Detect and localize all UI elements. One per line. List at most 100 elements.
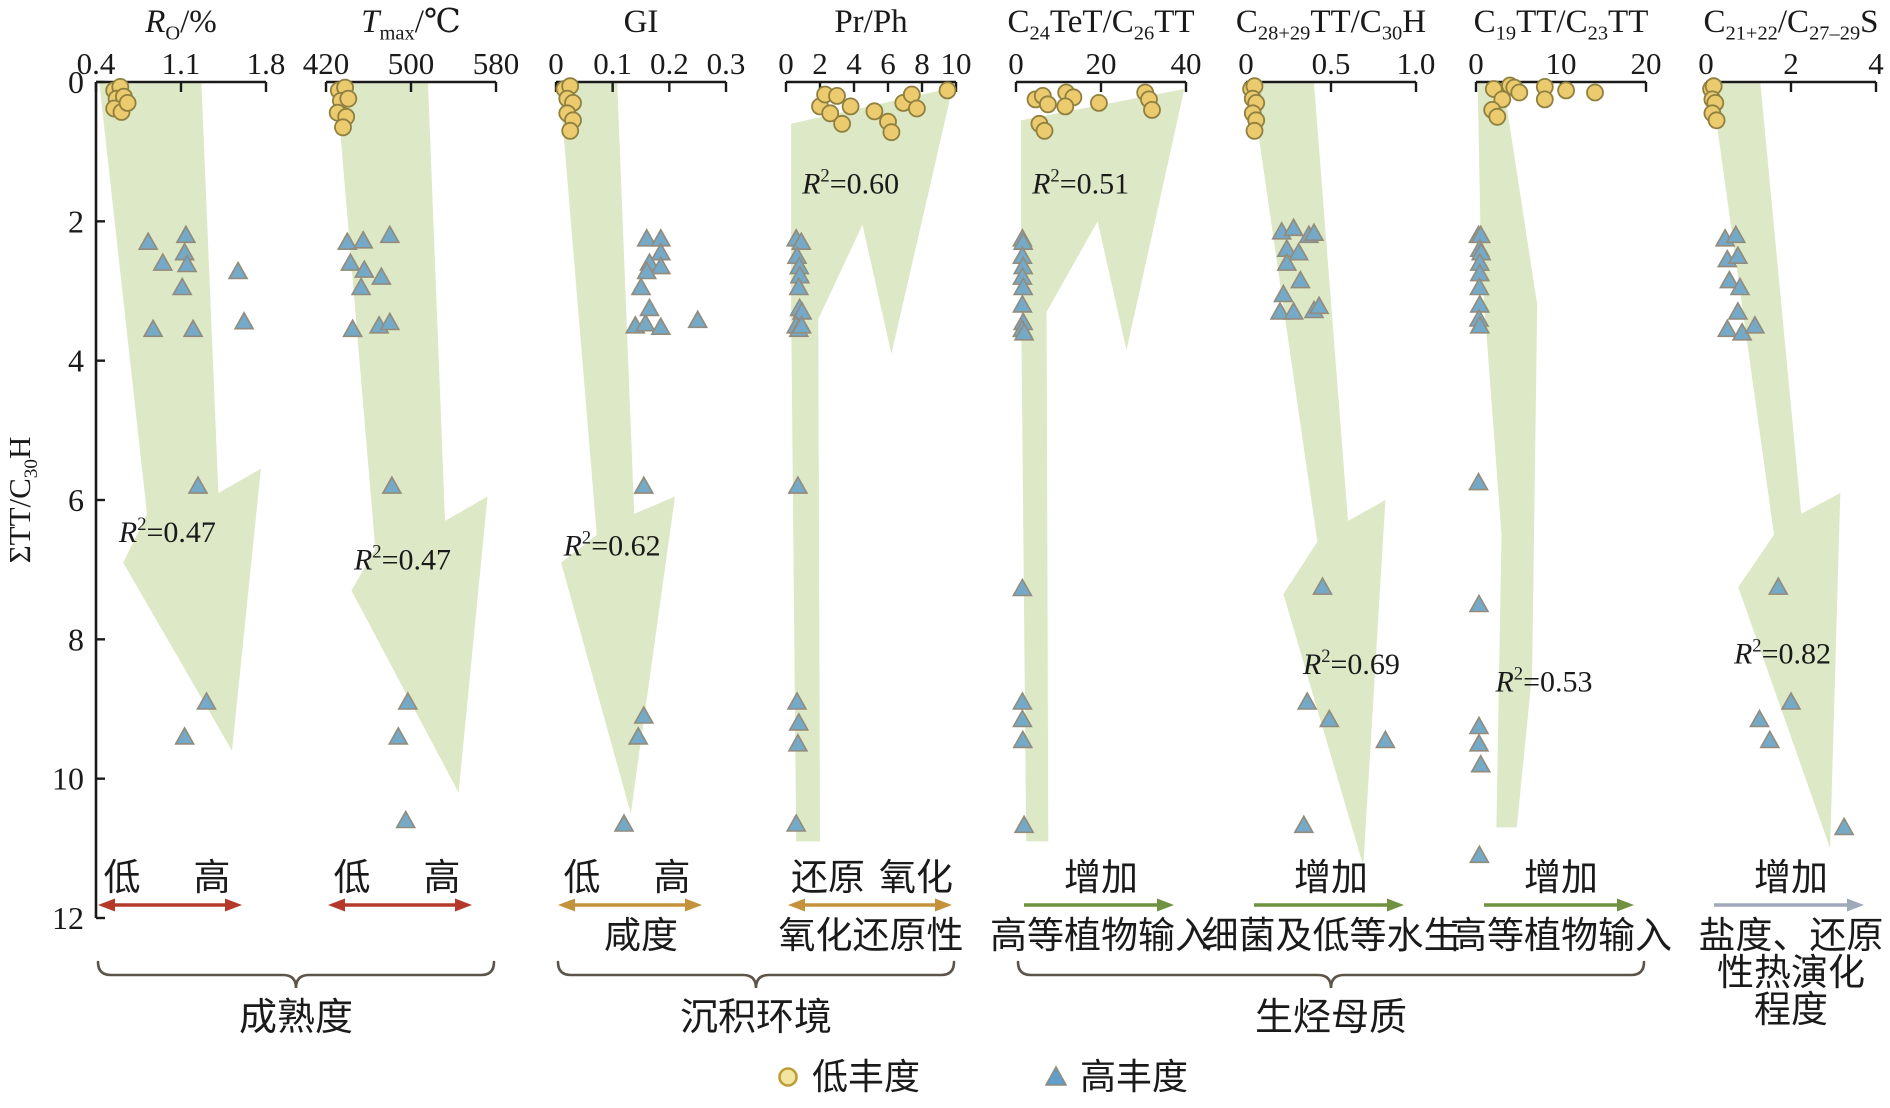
data-point-high-abundance — [1293, 814, 1315, 834]
data-point-high-abundance — [340, 252, 361, 271]
x-tick-label: 1.8 — [247, 46, 286, 81]
arrow-head-right — [1157, 898, 1174, 912]
data-point-high-abundance — [336, 231, 358, 250]
data-point-high-abundance — [787, 475, 809, 494]
trend-arrow-band — [559, 83, 675, 814]
arrow-head-right — [685, 898, 702, 912]
data-point-high-abundance — [379, 224, 401, 244]
data-point-low-abundance — [908, 99, 926, 118]
data-point-high-abundance — [1767, 576, 1789, 595]
data-point-high-abundance — [636, 228, 658, 247]
r-squared-label: R2=0.53 — [1494, 664, 1592, 699]
annotation-label-top: 增加 — [1524, 858, 1598, 899]
arrow-head-right — [455, 898, 472, 912]
r-squared-label: R2=0.62 — [563, 528, 661, 563]
double-arrow — [98, 898, 242, 912]
single-arrow — [1254, 898, 1404, 912]
annotation-label-left: 低 — [334, 858, 371, 899]
data-point-high-abundance — [353, 259, 375, 278]
data-point-high-abundance — [1470, 754, 1492, 773]
panel-header: C19TT/C23TT — [1474, 4, 1649, 44]
data-point-low-abundance — [1510, 83, 1529, 102]
x-tick-label: 0.1 — [593, 46, 632, 81]
data-point-high-abundance — [786, 691, 808, 710]
legend-triangle-icon — [1044, 1065, 1068, 1086]
panel-header: C28+29TT/C30H — [1236, 4, 1426, 44]
data-point-high-abundance — [630, 276, 652, 296]
r-squared-label: R2=0.82 — [1733, 636, 1831, 671]
annotation-sub-label: 氧化还原性 — [779, 915, 964, 957]
y-tick-label: 6 — [68, 482, 84, 518]
annotation-label-top: 增加 — [1294, 858, 1368, 899]
data-point-high-abundance — [1727, 245, 1749, 264]
group-bracket-label: 成熟度 — [239, 997, 353, 1039]
data-point-high-abundance — [1308, 295, 1330, 315]
data-point-high-abundance — [613, 813, 635, 832]
x-tick-label: 4 — [846, 46, 862, 81]
data-point-high-abundance — [342, 318, 363, 338]
data-point-high-abundance — [1468, 733, 1490, 752]
x-tick-label: 0 — [548, 46, 564, 81]
trend-arrow-band — [99, 83, 261, 751]
data-point-high-abundance — [1312, 576, 1333, 595]
double-arrow — [328, 898, 472, 912]
x-tick-label: 0 — [1698, 46, 1714, 81]
y-tick-label: 0 — [68, 64, 84, 100]
data-point-high-abundance — [1727, 301, 1749, 320]
data-point-high-abundance — [1012, 729, 1034, 749]
data-point-low-abundance — [561, 121, 580, 140]
annotation-sub-label: 盐度、还原 — [1699, 915, 1884, 957]
data-point-high-abundance — [787, 733, 809, 752]
data-point-high-abundance — [1468, 593, 1490, 613]
data-point-high-abundance — [1012, 708, 1033, 728]
x-tick-label: 420 — [303, 46, 350, 81]
data-point-high-abundance — [142, 318, 164, 338]
data-point-high-abundance — [1296, 691, 1318, 710]
data-point-high-abundance — [1725, 224, 1747, 244]
trend-arrow-band — [336, 83, 488, 793]
data-point-high-abundance — [182, 318, 204, 338]
annotation-label-right: 高 — [194, 857, 231, 899]
data-point-low-abundance — [1035, 121, 1054, 140]
data-point-high-abundance — [1729, 276, 1751, 296]
annotation-sub-label: 细菌及低等水生 — [1202, 915, 1461, 957]
panel-header: Pr/Ph — [834, 4, 908, 40]
r-squared-label: R2=0.51 — [1031, 165, 1129, 200]
data-point-high-abundance — [1833, 816, 1855, 836]
annotation-label-right: 高 — [654, 857, 691, 899]
annotation-label-right: 高 — [424, 857, 461, 899]
y-tick-label: 4 — [68, 343, 84, 379]
arrow-head-right — [1617, 898, 1634, 912]
x-tick-label: 0 — [1008, 46, 1024, 81]
data-point-high-abundance — [1290, 269, 1311, 289]
data-point-high-abundance — [633, 705, 655, 724]
data-point-high-abundance — [1716, 318, 1738, 338]
data-point-low-abundance — [339, 89, 358, 108]
x-tick-label: 2 — [812, 46, 828, 81]
single-arrow — [1714, 898, 1864, 912]
data-point-high-abundance — [227, 260, 249, 280]
y-tick-label: 12 — [52, 900, 84, 936]
data-point-high-abundance — [137, 231, 159, 250]
group-bracket — [1016, 960, 1646, 989]
data-point-high-abundance — [370, 266, 392, 285]
group-bracket — [556, 960, 956, 989]
panel-header: C21+22/C27–29S — [1703, 4, 1878, 44]
data-point-high-abundance — [650, 255, 672, 275]
panel-3: 0 0.1 0.2 0.3 GI R2=0.62 低 高咸度 — [548, 4, 745, 957]
double-arrow — [788, 898, 952, 912]
panel-1: 0.4 1.1 1.8RO/%R2=0.47低高 — [77, 4, 286, 912]
annotation-label-left: 低 — [104, 858, 141, 899]
data-point-high-abundance — [352, 230, 374, 249]
data-point-low-abundance — [334, 118, 352, 137]
annotation-sub-label: 程度 — [1754, 989, 1828, 1031]
x-tick-label: 1.0 — [1397, 46, 1436, 81]
data-point-high-abundance — [1318, 708, 1340, 728]
single-arrow — [1484, 898, 1634, 912]
data-point-high-abundance — [152, 252, 174, 271]
panel-annotation: 低高 — [328, 857, 472, 912]
